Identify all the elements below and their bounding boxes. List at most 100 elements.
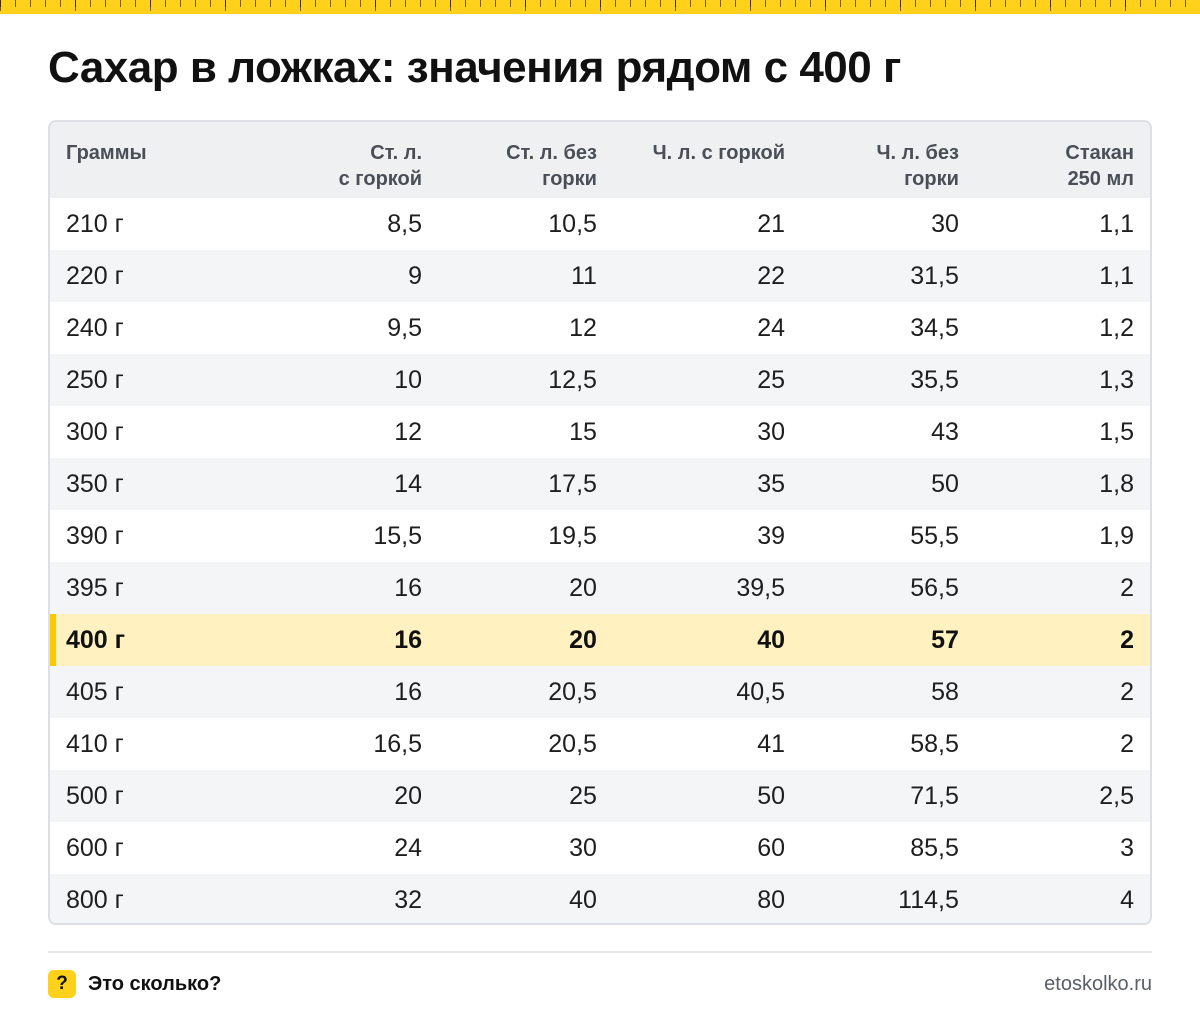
grams-cell: 600 г bbox=[66, 833, 124, 862]
value-cell: 35,5 bbox=[910, 365, 959, 394]
value-cell: 20 bbox=[569, 573, 597, 602]
table-row: 350 г 14 17,5 35 50 1,8 bbox=[50, 458, 1150, 510]
table-row: 410 г 16,5 20,5 41 58,5 2 bbox=[50, 718, 1150, 770]
value-cell: 19,5 bbox=[548, 521, 597, 550]
value-cell: 40 bbox=[569, 885, 597, 914]
value-cell: 1,1 bbox=[1099, 209, 1134, 238]
value-cell: 11 bbox=[571, 261, 597, 290]
value-cell: 16 bbox=[394, 573, 423, 602]
value-cell: 71,5 bbox=[910, 781, 959, 810]
value-cell: 85,5 bbox=[910, 833, 959, 862]
value-cell: 9 bbox=[408, 261, 423, 290]
grams-cell: 800 г bbox=[66, 885, 124, 914]
table-row: 500 г 20 25 50 71,5 2,5 bbox=[50, 770, 1150, 822]
value-cell: 17,5 bbox=[548, 469, 597, 498]
column-header-line: с горкой bbox=[338, 168, 423, 190]
table-row: 300 г 12 15 30 43 1,5 bbox=[50, 406, 1150, 458]
column-header-1: Ст. л. с горкой bbox=[228, 122, 422, 198]
site-url: etoskolko.ru bbox=[1044, 973, 1152, 995]
table-row: 800 г 32 40 80 114,5 4 bbox=[50, 874, 1150, 923]
table-row: 250 г 10 12,5 25 35,5 1,3 bbox=[50, 354, 1150, 406]
grams-cell: 390 г bbox=[66, 521, 124, 550]
value-cell: 58,5 bbox=[910, 729, 959, 758]
value-cell: 80 bbox=[757, 885, 785, 914]
value-cell: 8,5 bbox=[387, 209, 423, 238]
grams-cell: 220 г bbox=[66, 261, 124, 290]
value-cell: 2 bbox=[1120, 625, 1134, 654]
value-cell: 14 bbox=[394, 469, 423, 498]
column-header-0: Граммы bbox=[50, 122, 228, 198]
value-cell: 1,5 bbox=[1099, 417, 1134, 446]
value-cell: 10,5 bbox=[548, 209, 597, 238]
table-row: 600 г 24 30 60 85,5 3 bbox=[50, 822, 1150, 874]
value-cell: 41 bbox=[757, 729, 785, 758]
footer-brand: ? Это сколько? bbox=[48, 968, 221, 1000]
value-cell: 24 bbox=[757, 313, 785, 342]
table-row-highlighted: 400 г 16 20 40 57 2 bbox=[50, 614, 1150, 666]
table-row: 210 г 8,5 10,5 21 30 1,1 bbox=[50, 198, 1150, 250]
value-cell: 20,5 bbox=[548, 729, 597, 758]
conversion-table: Граммы Ст. л. с горкой Ст. л. без горки Ч. л.… bbox=[50, 122, 1150, 923]
grams-cell: 300 г bbox=[66, 417, 124, 446]
grams-cell: 395 г bbox=[66, 573, 124, 602]
ruler-strip bbox=[0, 0, 1200, 14]
value-cell: 20 bbox=[569, 625, 597, 654]
value-cell: 25 bbox=[757, 365, 785, 394]
value-cell: 39 bbox=[757, 521, 785, 550]
value-cell: 15,5 bbox=[373, 521, 423, 550]
column-header-line: 250 мл bbox=[1067, 168, 1134, 190]
value-cell: 30 bbox=[569, 833, 597, 862]
value-cell: 40 bbox=[757, 625, 785, 654]
value-cell: 57 bbox=[931, 625, 959, 654]
value-cell: 12 bbox=[394, 417, 423, 446]
value-cell: 9,5 bbox=[387, 313, 423, 342]
table-body: 210 г 8,5 10,5 21 30 1,1 220 г 9 11 22 31,5 1,1 240 … bbox=[50, 198, 1150, 923]
value-cell: 1,2 bbox=[1099, 313, 1134, 342]
value-cell: 2 bbox=[1120, 677, 1134, 706]
table-row: 240 г 9,5 12 24 34,5 1,2 bbox=[50, 302, 1150, 354]
table-row: 390 г 15,5 19,5 39 55,5 1,9 bbox=[50, 510, 1150, 562]
value-cell: 20,5 bbox=[548, 677, 597, 706]
value-cell: 16 bbox=[394, 677, 423, 706]
value-cell: 50 bbox=[931, 469, 959, 498]
grams-cell: 405 г bbox=[66, 677, 124, 706]
value-cell: 22 bbox=[757, 261, 785, 290]
column-header-line: Граммы bbox=[66, 142, 147, 164]
column-header-line: Ч. л. с горкой bbox=[652, 142, 785, 164]
footer-divider bbox=[48, 951, 1152, 953]
grams-cell: 350 г bbox=[66, 469, 124, 498]
grams-cell: 500 г bbox=[66, 781, 124, 810]
value-cell: 21 bbox=[757, 209, 785, 238]
column-header-line: Ст. л. bbox=[370, 142, 423, 164]
column-header-line: Стакан bbox=[1065, 142, 1134, 164]
value-cell: 43 bbox=[931, 417, 959, 446]
value-cell: 55,5 bbox=[910, 521, 959, 550]
value-cell: 16,5 bbox=[373, 729, 423, 758]
value-cell: 31,5 bbox=[910, 261, 959, 290]
value-cell: 1,8 bbox=[1099, 469, 1134, 498]
grams-cell: 210 г bbox=[66, 209, 124, 238]
column-header-line: Ч. л. без bbox=[876, 142, 959, 164]
grams-cell: 400 г bbox=[50, 614, 228, 666]
value-cell: 39,5 bbox=[736, 573, 785, 602]
value-cell: 12,5 bbox=[548, 365, 597, 394]
value-cell: 60 bbox=[757, 833, 785, 862]
value-cell: 24 bbox=[394, 833, 423, 862]
table-row: 220 г 9 11 22 31,5 1,1 bbox=[50, 250, 1150, 302]
value-cell: 2 bbox=[1120, 573, 1134, 602]
conversion-table-card: Граммы Ст. л. с горкой Ст. л. без горки Ч. л.… bbox=[48, 120, 1152, 925]
value-cell: 1,9 bbox=[1099, 521, 1134, 550]
value-cell: 30 bbox=[757, 417, 785, 446]
value-cell: 114,5 bbox=[898, 885, 959, 914]
value-cell: 1,3 bbox=[1099, 365, 1134, 394]
table-header-row: Граммы Ст. л. с горкой Ст. л. без горки Ч. л.… bbox=[50, 122, 1150, 198]
value-cell: 2,5 bbox=[1099, 781, 1134, 810]
question-mark-icon: ? bbox=[48, 970, 76, 998]
table-row: 395 г 16 20 39,5 56,5 2 bbox=[50, 562, 1150, 614]
value-cell: 58 bbox=[931, 677, 959, 706]
value-cell: 15 bbox=[569, 417, 597, 446]
value-cell: 30 bbox=[931, 209, 959, 238]
value-cell: 20 bbox=[394, 781, 423, 810]
value-cell: 3 bbox=[1120, 833, 1134, 862]
value-cell: 25 bbox=[569, 781, 597, 810]
